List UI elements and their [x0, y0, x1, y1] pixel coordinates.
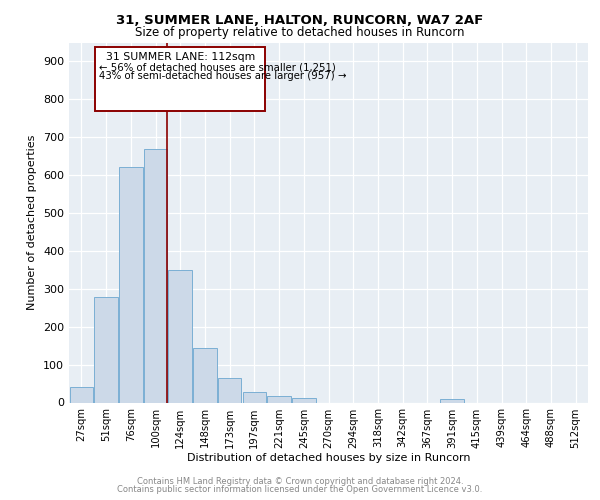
Text: 31 SUMMER LANE: 112sqm: 31 SUMMER LANE: 112sqm: [106, 52, 255, 62]
Bar: [268, 396, 291, 402]
Bar: [94, 297, 118, 403]
Bar: [218, 378, 241, 402]
Text: 31, SUMMER LANE, HALTON, RUNCORN, WA7 2AF: 31, SUMMER LANE, HALTON, RUNCORN, WA7 2A…: [116, 14, 484, 27]
Bar: [119, 167, 143, 402]
Bar: [70, 386, 93, 402]
Text: ← 56% of detached houses are smaller (1,251): ← 56% of detached houses are smaller (1,…: [98, 63, 335, 73]
Text: Contains public sector information licensed under the Open Government Licence v3: Contains public sector information licen…: [118, 485, 482, 494]
Bar: [292, 398, 316, 402]
FancyBboxPatch shape: [95, 47, 265, 112]
Text: Size of property relative to detached houses in Runcorn: Size of property relative to detached ho…: [135, 26, 465, 39]
Bar: [144, 148, 167, 402]
Bar: [193, 348, 217, 403]
Text: Contains HM Land Registry data © Crown copyright and database right 2024.: Contains HM Land Registry data © Crown c…: [137, 477, 463, 486]
Y-axis label: Number of detached properties: Number of detached properties: [28, 135, 37, 310]
Text: 43% of semi-detached houses are larger (957) →: 43% of semi-detached houses are larger (…: [98, 72, 346, 82]
Bar: [169, 270, 192, 402]
Bar: [242, 392, 266, 402]
X-axis label: Distribution of detached houses by size in Runcorn: Distribution of detached houses by size …: [187, 454, 470, 464]
Bar: [440, 399, 464, 402]
